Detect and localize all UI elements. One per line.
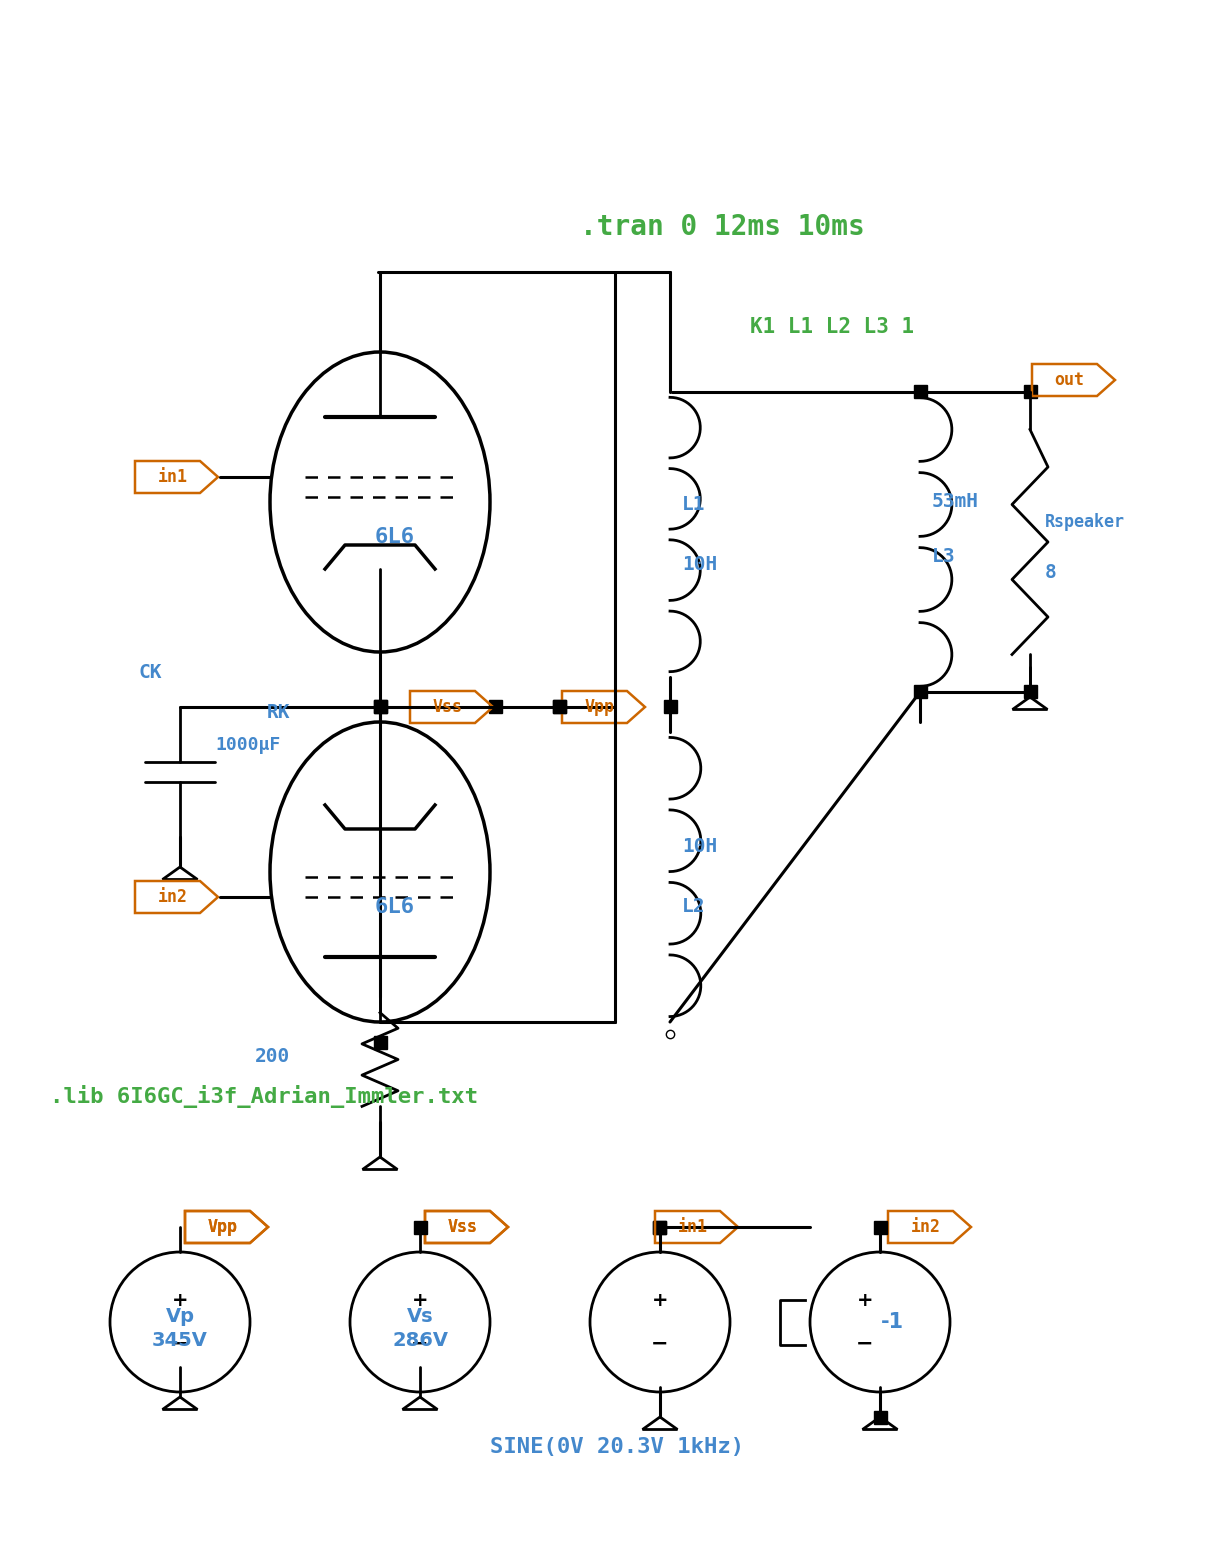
Text: RK: RK bbox=[267, 703, 290, 722]
Text: +: + bbox=[857, 1291, 873, 1310]
Bar bbox=[913, 686, 927, 698]
Text: Vs: Vs bbox=[406, 1307, 433, 1327]
Text: +: + bbox=[171, 1291, 188, 1310]
Text: Vss: Vss bbox=[448, 1218, 477, 1235]
Text: −: − bbox=[411, 1335, 428, 1353]
Text: 286V: 286V bbox=[392, 1330, 448, 1350]
Bar bbox=[373, 700, 387, 714]
Text: 10H: 10H bbox=[682, 838, 717, 857]
Bar bbox=[654, 1220, 667, 1234]
Text: 6L6: 6L6 bbox=[375, 897, 415, 917]
Text: Vpp: Vpp bbox=[208, 1218, 237, 1235]
Text: 10H: 10H bbox=[682, 556, 717, 574]
Text: -1: -1 bbox=[880, 1311, 903, 1332]
Text: L1: L1 bbox=[682, 495, 705, 514]
Text: SINE(0V 20.3V 1kHz): SINE(0V 20.3V 1kHz) bbox=[490, 1437, 744, 1457]
Text: Vpp: Vpp bbox=[585, 698, 614, 715]
Bar bbox=[654, 1220, 667, 1234]
Text: out: out bbox=[1055, 371, 1084, 390]
Text: −: − bbox=[857, 1335, 874, 1353]
Text: Rspeaker: Rspeaker bbox=[1045, 514, 1125, 531]
Text: 200: 200 bbox=[255, 1048, 290, 1066]
Text: +: + bbox=[651, 1291, 668, 1310]
Text: K1 L1 L2 L3 1: K1 L1 L2 L3 1 bbox=[750, 317, 914, 337]
Text: in1: in1 bbox=[158, 469, 187, 486]
Text: 6L6: 6L6 bbox=[375, 528, 415, 546]
Text: −: − bbox=[171, 1335, 188, 1353]
Text: 8: 8 bbox=[1045, 562, 1056, 582]
Bar bbox=[488, 700, 502, 714]
Text: in2: in2 bbox=[911, 1218, 940, 1235]
Bar bbox=[1023, 385, 1037, 399]
Text: −: − bbox=[651, 1335, 668, 1353]
Text: CK: CK bbox=[138, 663, 162, 681]
Text: L3: L3 bbox=[931, 548, 956, 566]
Text: Vss: Vss bbox=[432, 698, 463, 715]
Bar bbox=[373, 1035, 387, 1049]
Text: 53mH: 53mH bbox=[931, 492, 979, 512]
Bar bbox=[663, 700, 677, 714]
Bar bbox=[874, 1411, 886, 1423]
Text: 345V: 345V bbox=[152, 1330, 208, 1350]
Bar bbox=[913, 385, 927, 399]
Text: in1: in1 bbox=[678, 1218, 707, 1235]
Bar bbox=[373, 700, 387, 714]
Bar bbox=[1023, 686, 1037, 698]
Text: +: + bbox=[411, 1291, 428, 1310]
Text: 1000μF: 1000μF bbox=[215, 736, 280, 754]
Text: .lib 6I6GC_i3f_Adrian_Immler.txt: .lib 6I6GC_i3f_Adrian_Immler.txt bbox=[50, 1085, 479, 1108]
Text: Vpp: Vpp bbox=[208, 1218, 237, 1235]
Text: Vss: Vss bbox=[448, 1218, 477, 1235]
Text: in2: in2 bbox=[158, 888, 187, 906]
Bar bbox=[553, 700, 567, 714]
Bar bbox=[874, 1220, 886, 1234]
Text: L2: L2 bbox=[682, 897, 705, 917]
Text: .tran 0 12ms 10ms: .tran 0 12ms 10ms bbox=[580, 213, 864, 241]
Bar bbox=[414, 1220, 426, 1234]
Text: Vp: Vp bbox=[165, 1307, 195, 1327]
Bar bbox=[553, 700, 567, 714]
